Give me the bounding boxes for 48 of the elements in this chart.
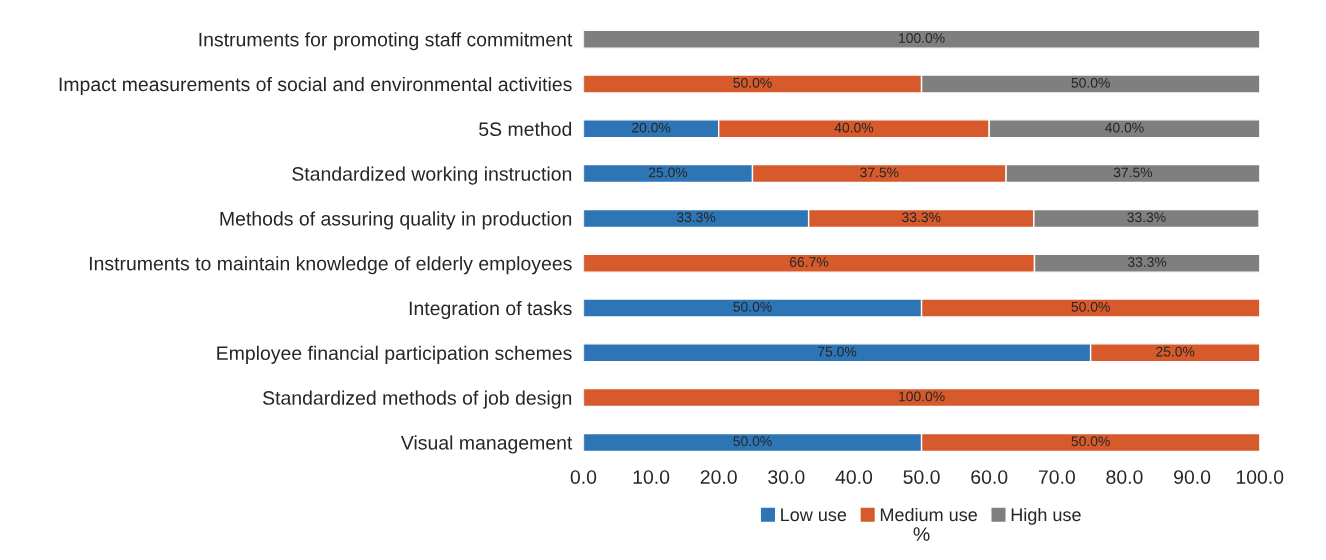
x-tick-label: 100.0	[1236, 470, 1284, 484]
data-label: 33.3%	[676, 212, 716, 223]
data-label: 25.0%	[648, 167, 688, 178]
x-tick-label: 30.0	[768, 470, 805, 484]
data-label: 50.0%	[733, 436, 772, 447]
data-label: 50.0%	[733, 301, 772, 312]
y-tick-label: Employee financial participation schemes	[217, 345, 572, 364]
data-label: 75.0%	[818, 346, 857, 357]
x-tick-label: 80.0	[1106, 470, 1143, 484]
data-label: 40.0%	[834, 122, 874, 133]
y-tick-label: 5S method	[479, 121, 572, 137]
data-label: 33.3%	[1127, 257, 1167, 267]
data-label: 20.0%	[632, 122, 671, 133]
data-label: 37.5%	[1113, 167, 1153, 178]
legend-label: Low use	[781, 508, 847, 522]
x-tick-label: 90.0	[1174, 470, 1211, 484]
y-tick-label: Methods of assuring quality in production	[220, 211, 572, 230]
data-label: 50.0%	[1071, 436, 1110, 447]
data-label: 33.3%	[902, 212, 941, 223]
x-tick-label: 60.0	[971, 470, 1008, 484]
x-tick-label: 70.0	[1038, 470, 1075, 484]
data-label: 100.0%	[899, 33, 945, 43]
x-tick-label: 50.0	[903, 470, 940, 484]
data-label: 37.5%	[860, 167, 899, 178]
x-tick-label: 10.0	[633, 470, 670, 484]
data-label: 66.7%	[789, 257, 829, 267]
data-label: 50.0%	[1071, 77, 1110, 88]
data-label: 50.0%	[1071, 301, 1110, 312]
data-label: 50.0%	[733, 77, 772, 88]
x-tick-label: 40.0	[835, 470, 873, 484]
y-tick-label: Instruments for promoting staff commitment	[199, 32, 573, 51]
y-tick-label: Standardized methods of job design	[263, 390, 572, 409]
data-label: 33.3%	[1127, 212, 1166, 223]
data-label: 40.0%	[1105, 122, 1144, 133]
x-axis-title: %	[913, 527, 930, 541]
x-tick-label: 0.0	[570, 470, 597, 484]
y-tick-label: Impact measurements of social and environmental activities	[59, 76, 572, 96]
legend-label: Medium use	[880, 507, 977, 522]
bar	[583, 29, 1260, 49]
legend-label: High use	[1011, 507, 1081, 525]
y-tick-label: Standardized working instruction	[292, 166, 572, 185]
x-tick-label: 20.0	[700, 470, 737, 484]
data-label: 100.0%	[899, 391, 945, 402]
data-label: 25.0%	[1156, 346, 1195, 357]
y-tick-label: Integration of tasks	[409, 300, 572, 320]
y-tick-label: Visual management	[400, 435, 573, 454]
y-tick-label: Instruments to maintain knowledge of elderly employees	[89, 256, 572, 275]
bar	[583, 387, 1260, 408]
